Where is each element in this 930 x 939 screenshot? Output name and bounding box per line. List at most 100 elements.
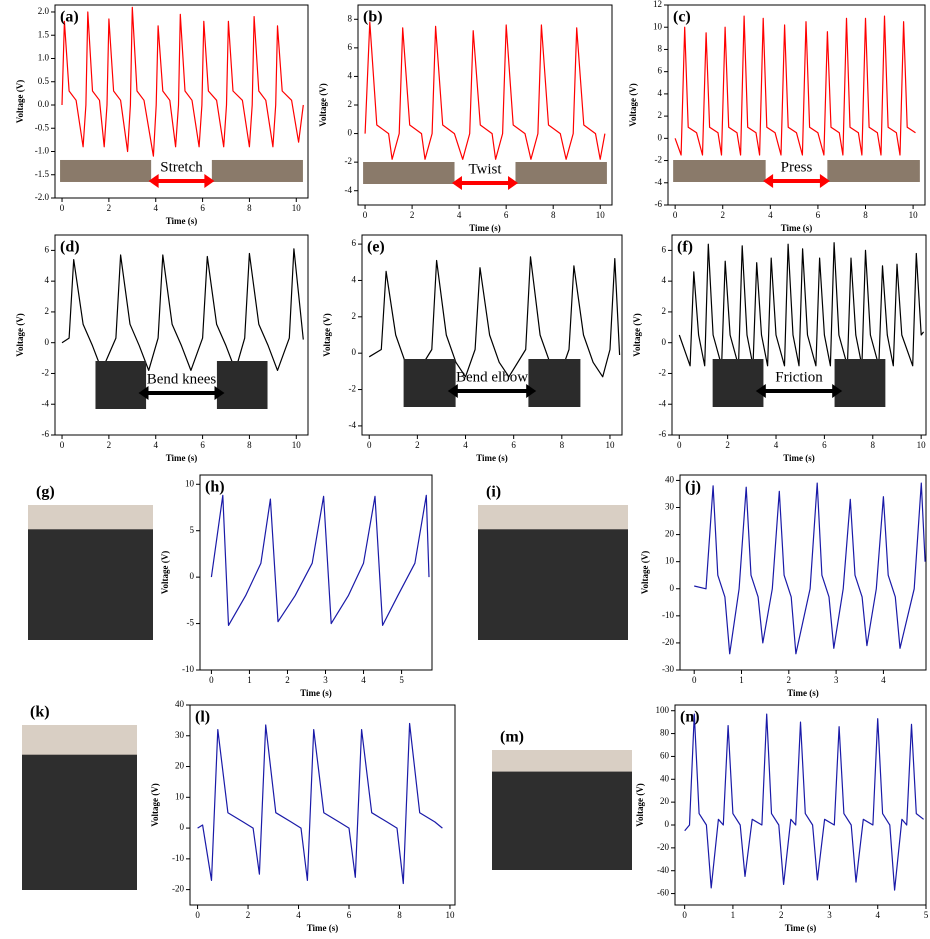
y-tick-label: 6 [45, 244, 50, 254]
y-tick-label: 40 [665, 474, 675, 484]
x-axis-title: Time (s) [476, 453, 508, 463]
x-axis-title: Time (s) [469, 223, 501, 233]
y-axis-title: Voltage (V) [15, 313, 25, 356]
y-tick-label: 10 [175, 791, 185, 801]
x-tick-label: 4 [881, 675, 886, 685]
x-tick-label: 1 [247, 675, 252, 685]
y-tick-label: -20 [172, 884, 184, 894]
y-axis-title: Voltage (V) [15, 80, 25, 123]
inset-annotation: Stretch [160, 159, 203, 175]
inset-annotation: Twist [468, 161, 502, 177]
y-tick-label: -4 [345, 185, 353, 195]
panel-label: (b) [363, 9, 383, 26]
panel-label: (e) [367, 239, 385, 256]
x-tick-label: 4 [774, 440, 779, 450]
y-tick-label: 20 [660, 796, 670, 806]
y-tick-label: 0 [45, 337, 50, 347]
y-tick-label: 60 [660, 750, 670, 760]
plot-frame [674, 704, 927, 906]
x-tick-label: 1 [739, 675, 744, 685]
y-tick-label: 8 [658, 44, 663, 54]
y-tick-label: 10 [185, 478, 195, 488]
inset-photo [673, 160, 766, 182]
x-tick-label: 4 [153, 440, 158, 450]
y-tick-label: 2 [348, 99, 353, 109]
y-tick-label: -10 [662, 610, 674, 620]
signal-line [678, 242, 925, 367]
y-tick-label: 2 [662, 306, 667, 316]
panel-label: (j) [685, 479, 701, 496]
x-tick-label: 5 [399, 675, 404, 685]
plot-frame [361, 234, 623, 436]
x-axis-title: Time (s) [166, 453, 198, 463]
x-tick-label: 2 [779, 910, 784, 920]
x-tick-label: 4 [768, 210, 773, 220]
y-tick-label: -5 [187, 618, 195, 628]
y-tick-label: -2 [345, 156, 353, 166]
y-tick-label: -30 [662, 664, 674, 674]
y-tick-label: -4 [659, 398, 667, 408]
photo-background [28, 505, 153, 530]
arrow-head [763, 174, 774, 188]
signal-line [197, 722, 443, 885]
y-axis-title: Voltage (V) [640, 551, 650, 594]
y-tick-label: -6 [42, 429, 50, 439]
y-tick-label: 2 [658, 110, 663, 120]
x-axis-title: Time (s) [300, 688, 332, 698]
y-tick-label: 0 [190, 571, 195, 581]
y-axis-title: Voltage (V) [628, 83, 638, 126]
y-tick-label: -4 [349, 420, 357, 430]
x-tick-label: 8 [560, 440, 565, 450]
y-tick-label: -20 [657, 842, 669, 852]
y-axis-title: Voltage (V) [150, 783, 160, 826]
inset-photo [712, 359, 764, 407]
y-tick-label: 20 [665, 529, 675, 539]
x-tick-label: 2 [720, 210, 725, 220]
inset-photo [834, 359, 886, 407]
x-tick-label: 6 [816, 210, 821, 220]
y-tick-label: 0.5 [38, 76, 50, 86]
x-tick-label: 6 [200, 203, 205, 213]
y-tick-label: -40 [657, 865, 669, 875]
x-tick-label: 3 [827, 910, 832, 920]
arrow-head [451, 176, 462, 190]
x-tick-label: 2 [107, 440, 112, 450]
x-tick-label: 4 [296, 910, 301, 920]
y-tick-label: -10 [182, 664, 194, 674]
y-tick-label: 4 [662, 275, 667, 285]
x-tick-label: 2 [285, 675, 290, 685]
signal-line [210, 494, 430, 626]
panel-label: (i) [486, 484, 501, 501]
x-tick-label: 10 [909, 210, 919, 220]
signal-line [364, 21, 606, 160]
signal-line [368, 256, 621, 378]
y-tick-label: -4 [42, 398, 50, 408]
x-tick-label: 2 [725, 440, 730, 450]
y-tick-label: 6 [662, 244, 667, 254]
plot-frame [189, 704, 456, 906]
x-tick-label: 0 [692, 675, 697, 685]
plot-frame [54, 234, 309, 436]
arrow-head [819, 174, 830, 188]
y-tick-label: 0.0 [38, 99, 50, 109]
inset-photo [403, 359, 456, 407]
signal-line [674, 15, 916, 156]
x-tick-label: 10 [917, 440, 927, 450]
y-axis-title: Voltage (V) [160, 551, 170, 594]
x-tick-label: 8 [871, 440, 876, 450]
y-tick-label: -2.0 [35, 192, 50, 202]
panel-label: (n) [680, 709, 700, 726]
x-tick-label: 0 [367, 440, 372, 450]
x-tick-label: 10 [605, 440, 615, 450]
y-tick-label: 4 [658, 88, 663, 98]
x-tick-label: 0 [682, 910, 687, 920]
x-tick-label: 8 [397, 910, 402, 920]
arrow-head [526, 384, 537, 398]
inset-annotation: Friction [775, 369, 823, 385]
y-tick-label: 2.0 [38, 6, 50, 16]
panel-label: (l) [195, 709, 210, 726]
y-axis-title: Voltage (V) [635, 783, 645, 826]
y-tick-label: -1.5 [35, 169, 50, 179]
inset-annotation: Bend elbow [456, 369, 528, 385]
x-tick-label: 0 [60, 203, 65, 213]
